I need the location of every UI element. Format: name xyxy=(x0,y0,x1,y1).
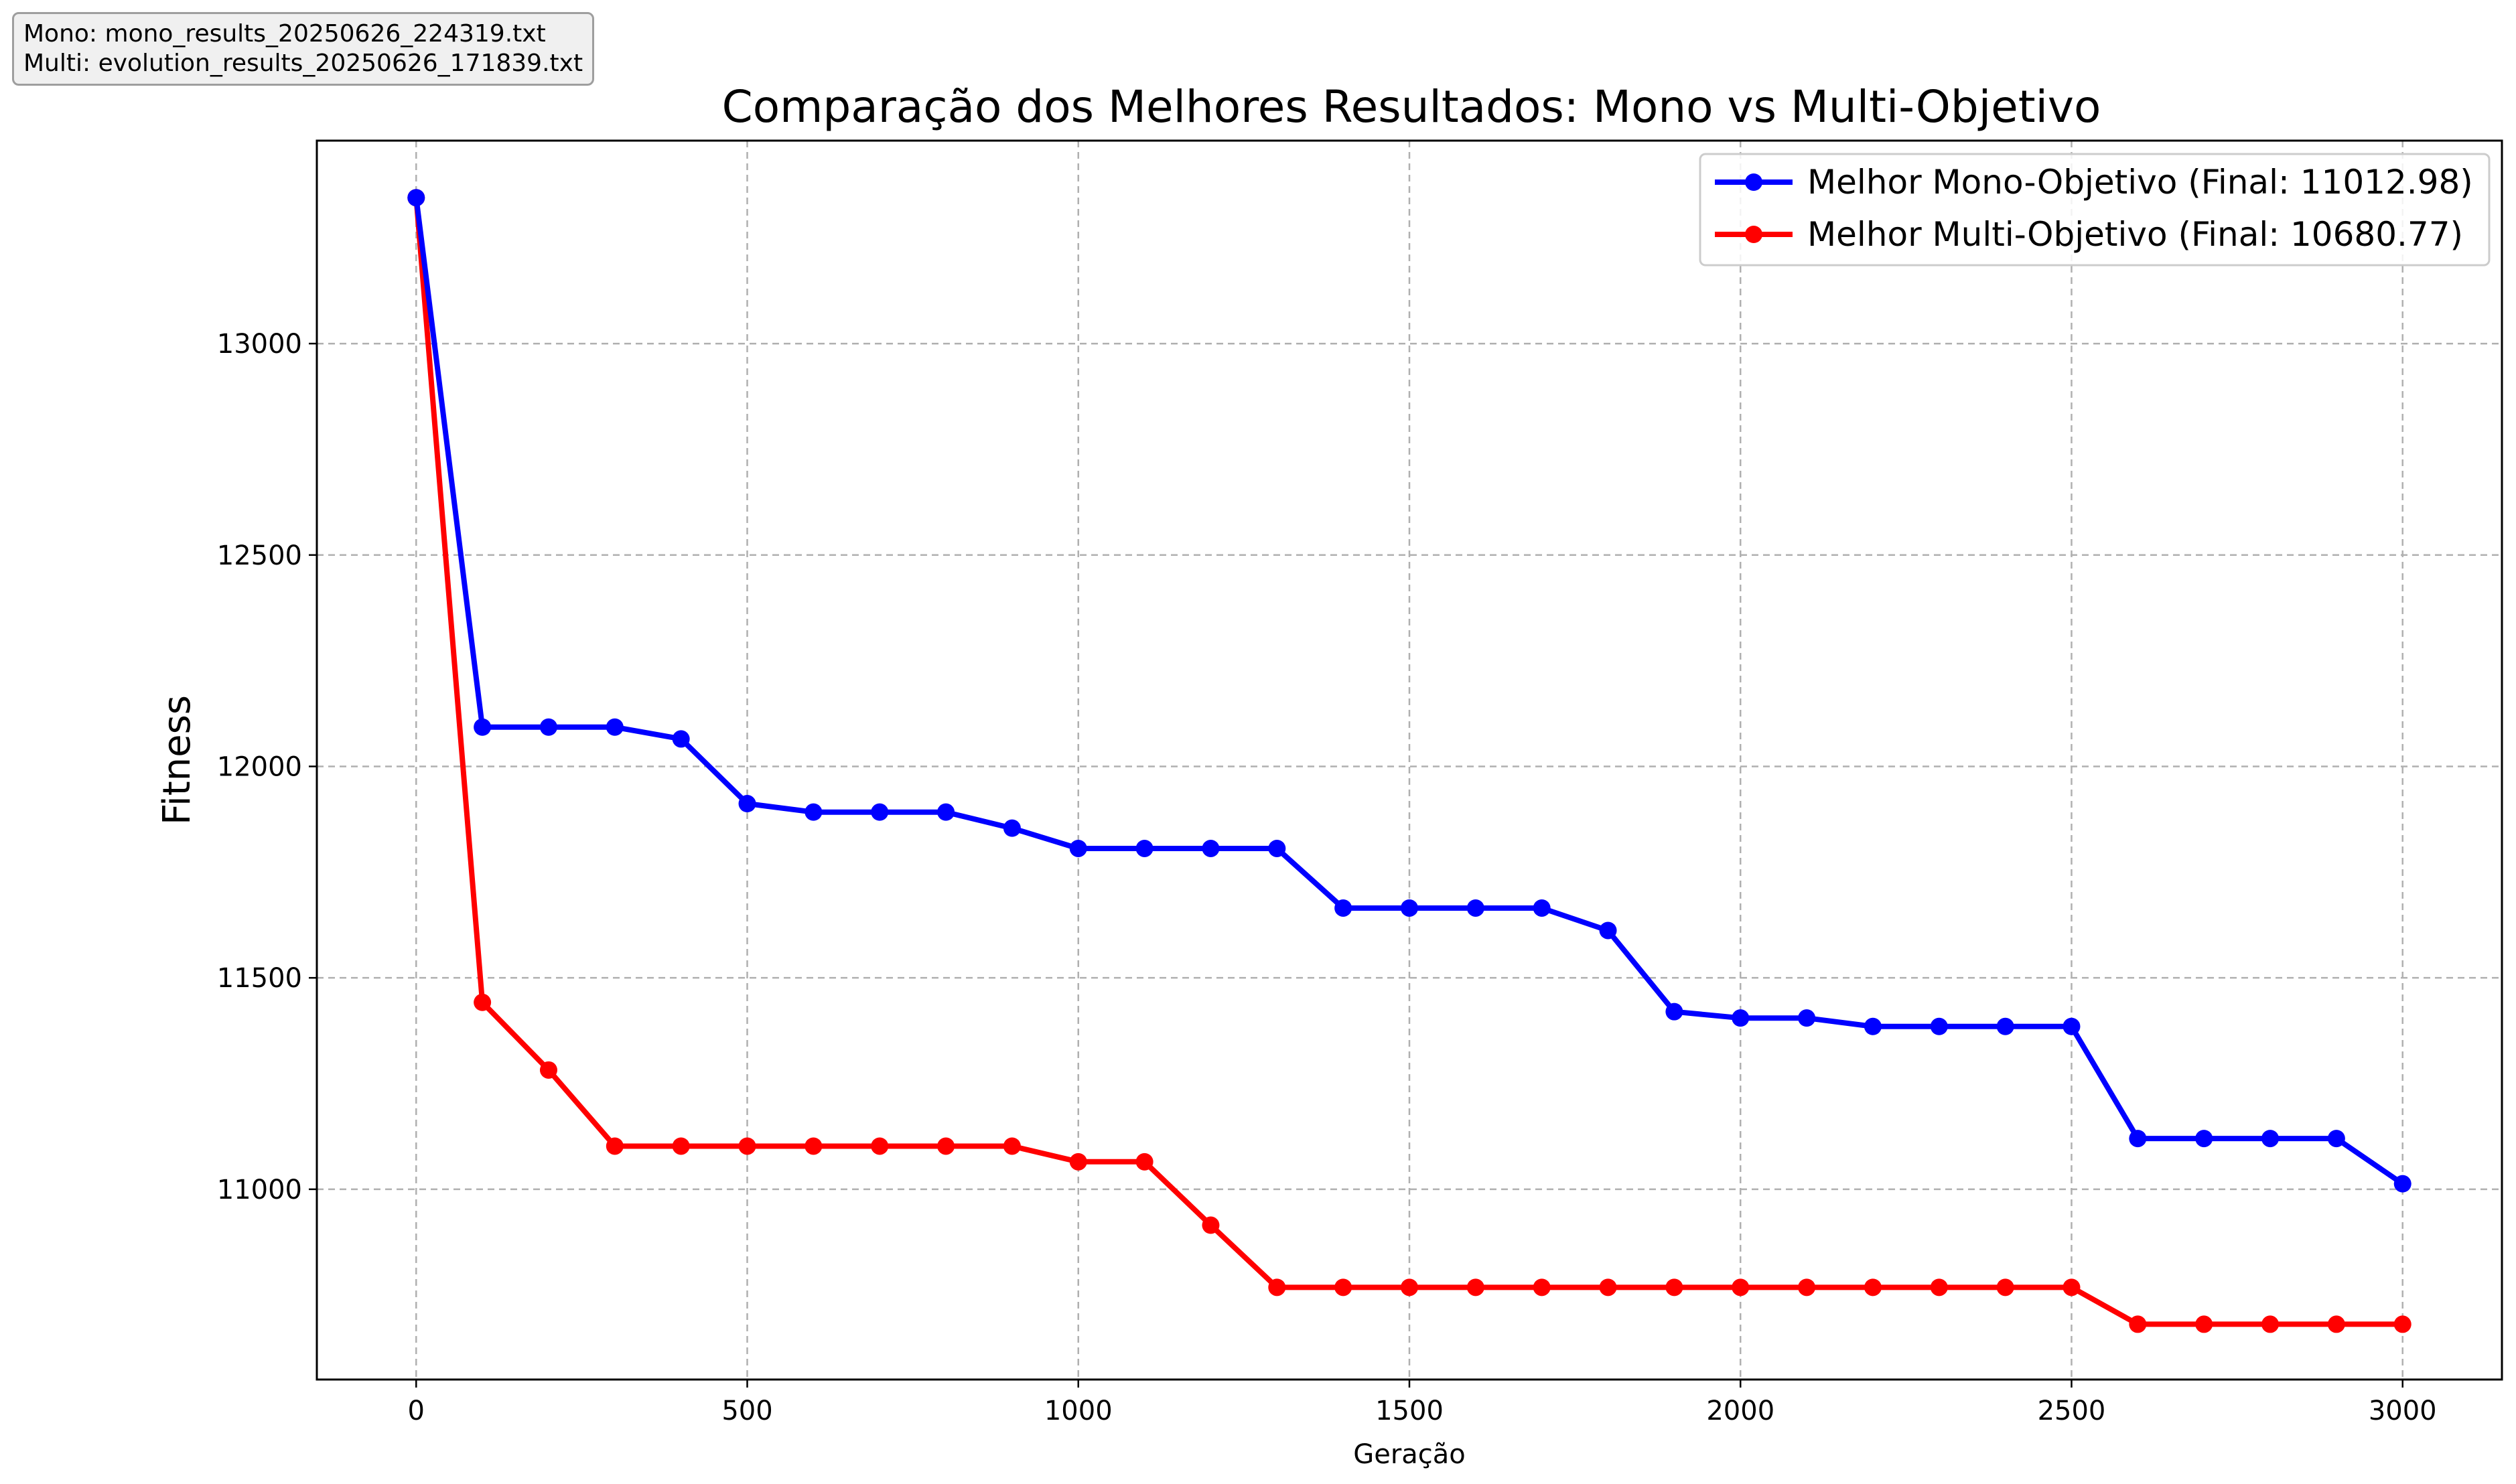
legend-label: Melhor Multi-Objetivo (Final: 10680.77) xyxy=(1807,215,2463,254)
data-point xyxy=(1003,819,1021,837)
data-point xyxy=(2129,1130,2147,1148)
grid-layer xyxy=(317,141,2502,1380)
data-point xyxy=(1996,1278,2014,1296)
data-point xyxy=(1334,1278,1352,1296)
data-point xyxy=(1202,839,1220,857)
y-axis-title: Fitness xyxy=(155,695,199,825)
data-point xyxy=(937,1137,955,1155)
data-point xyxy=(606,1137,624,1155)
data-point xyxy=(1466,1278,1484,1296)
x-tick-label: 1000 xyxy=(1044,1396,1113,1426)
legend: Melhor Mono-Objetivo (Final: 11012.98) Me… xyxy=(1699,153,2491,267)
x-tick-label: 2500 xyxy=(2038,1396,2106,1426)
y-tick-label: 12500 xyxy=(217,540,302,571)
data-point xyxy=(1069,1153,1087,1171)
data-point xyxy=(1268,839,1286,857)
mono-file-label: Mono: mono_results_20250626_224319.txt xyxy=(23,20,546,48)
data-point xyxy=(1334,899,1352,917)
data-point xyxy=(1599,1278,1617,1296)
multi-file-label: Multi: evolution_results_20250626_171839… xyxy=(23,50,583,77)
legend-swatch-marker xyxy=(1745,226,1762,243)
legend-label: Melhor Mono-Objetivo (Final: 11012.98) xyxy=(1807,163,2473,202)
data-point xyxy=(474,993,492,1011)
data-point xyxy=(738,795,756,813)
source-files-box: Mono: mono_results_20250626_224319.txt M… xyxy=(12,12,595,86)
x-axis-title: Geração xyxy=(1353,1439,1466,1470)
series-layer xyxy=(407,189,2412,1333)
series-group xyxy=(407,189,2412,1333)
data-point xyxy=(672,730,690,748)
x-tick-label: 0 xyxy=(408,1396,425,1426)
data-point xyxy=(2261,1315,2280,1333)
data-point xyxy=(1665,1278,1683,1296)
data-point xyxy=(2261,1130,2280,1148)
x-tick-label: 1500 xyxy=(1375,1396,1444,1426)
data-point xyxy=(672,1137,690,1155)
data-point xyxy=(1003,1137,1021,1155)
data-point xyxy=(1533,1278,1551,1296)
data-point xyxy=(2195,1315,2213,1333)
data-point xyxy=(2327,1130,2345,1148)
data-point xyxy=(1202,1216,1220,1234)
data-point xyxy=(474,718,492,736)
data-point xyxy=(1069,839,1087,857)
data-point xyxy=(1732,1278,1750,1296)
series-group xyxy=(407,189,2412,1193)
x-tick-label: 2000 xyxy=(1706,1396,1774,1426)
data-point xyxy=(1930,1278,1948,1296)
y-tick-label: 11500 xyxy=(217,963,302,994)
chart-title: Comparação dos Melhores Resultados: Mono… xyxy=(722,81,2101,133)
data-point xyxy=(1401,899,1418,917)
data-point xyxy=(1930,1017,1948,1035)
x-tick-label: 500 xyxy=(721,1396,772,1426)
data-point xyxy=(871,803,889,821)
data-point xyxy=(1996,1017,2014,1035)
data-point xyxy=(606,718,624,736)
data-point xyxy=(805,803,823,821)
x-tick-label: 3000 xyxy=(2369,1396,2437,1426)
data-point xyxy=(2393,1315,2412,1333)
legend-box xyxy=(1699,153,2491,267)
data-point xyxy=(2195,1130,2213,1148)
data-point xyxy=(539,1061,557,1079)
data-point xyxy=(2327,1315,2345,1333)
y-tick-label: 13000 xyxy=(217,329,302,360)
data-point xyxy=(937,803,955,821)
data-point xyxy=(738,1137,756,1155)
data-point xyxy=(539,718,557,736)
data-point xyxy=(1135,1153,1154,1171)
data-point xyxy=(2129,1315,2147,1333)
y-tick-label: 11000 xyxy=(217,1175,302,1205)
data-point xyxy=(1401,1278,1418,1296)
data-point xyxy=(1798,1009,1816,1027)
data-point xyxy=(805,1137,823,1155)
data-point xyxy=(1864,1278,1882,1296)
data-point xyxy=(1665,1003,1683,1021)
data-point xyxy=(1732,1009,1750,1027)
data-point xyxy=(2063,1017,2081,1035)
data-point xyxy=(1864,1017,1882,1035)
data-point xyxy=(2063,1278,2081,1296)
data-point xyxy=(1533,899,1551,917)
data-point xyxy=(1268,1278,1286,1296)
data-point xyxy=(871,1137,889,1155)
data-point xyxy=(1798,1278,1816,1296)
legend-swatch-marker xyxy=(1745,173,1762,191)
data-point xyxy=(407,189,425,207)
data-point xyxy=(1135,839,1154,857)
y-tick-label: 12000 xyxy=(217,751,302,782)
data-point xyxy=(2393,1175,2412,1193)
data-point xyxy=(1466,899,1484,917)
data-point xyxy=(1599,921,1617,940)
tick-layer: 0 500 1000 1500 2000 2500 3000 11000 11500 12000 1… xyxy=(217,329,2437,1426)
